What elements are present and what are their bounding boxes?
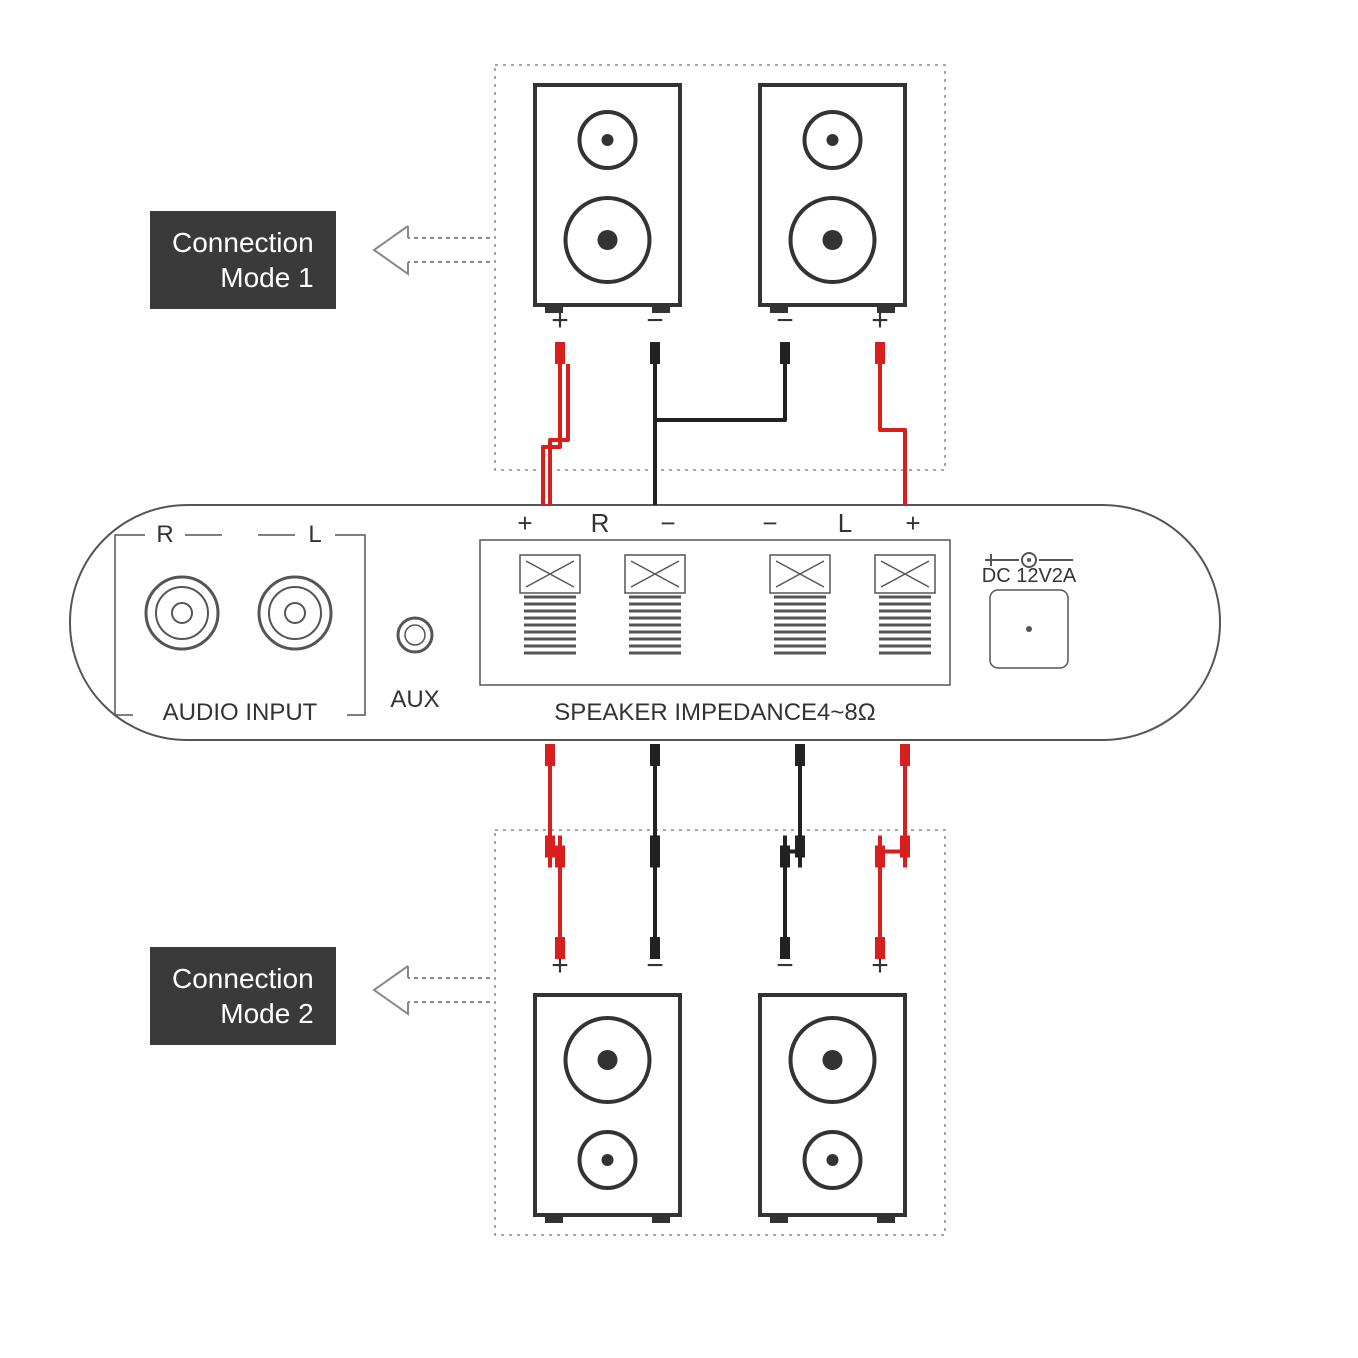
svg-text:−: − — [660, 508, 675, 538]
svg-text:L: L — [838, 508, 852, 538]
svg-text:+: + — [871, 304, 889, 337]
mode2-line1: Connection — [172, 963, 314, 994]
svg-text:+: + — [905, 508, 920, 538]
mode1-label: Connection Mode 1 — [150, 211, 336, 309]
svg-text:R: R — [591, 508, 610, 538]
svg-text:AUX: AUX — [390, 686, 439, 713]
svg-text:DC 12V2A: DC 12V2A — [982, 565, 1077, 587]
svg-text:−: − — [776, 304, 794, 337]
svg-text:L: L — [308, 521, 321, 548]
diagram-svg: +−−++−−+RLAUDIO INPUTAUX+R−−L+SPEAKER IM… — [0, 0, 1358, 1358]
mode2-label: Connection Mode 2 — [150, 947, 336, 1045]
svg-text:−: − — [646, 304, 664, 337]
svg-text:−: − — [762, 508, 777, 538]
mode1-line2: Mode 1 — [220, 262, 313, 293]
svg-text:SPEAKER IMPEDANCE4~8Ω: SPEAKER IMPEDANCE4~8Ω — [554, 699, 875, 726]
svg-text:AUDIO INPUT: AUDIO INPUT — [163, 699, 318, 726]
svg-text:+: + — [551, 304, 569, 337]
mode1-line1: Connection — [172, 227, 314, 258]
svg-text:+: + — [517, 508, 532, 538]
svg-text:R: R — [156, 521, 173, 548]
diagram-canvas: Connection Mode 1 Connection Mode 2 + − − +… — [0, 0, 1358, 1358]
mode2-line2: Mode 2 — [220, 998, 313, 1029]
